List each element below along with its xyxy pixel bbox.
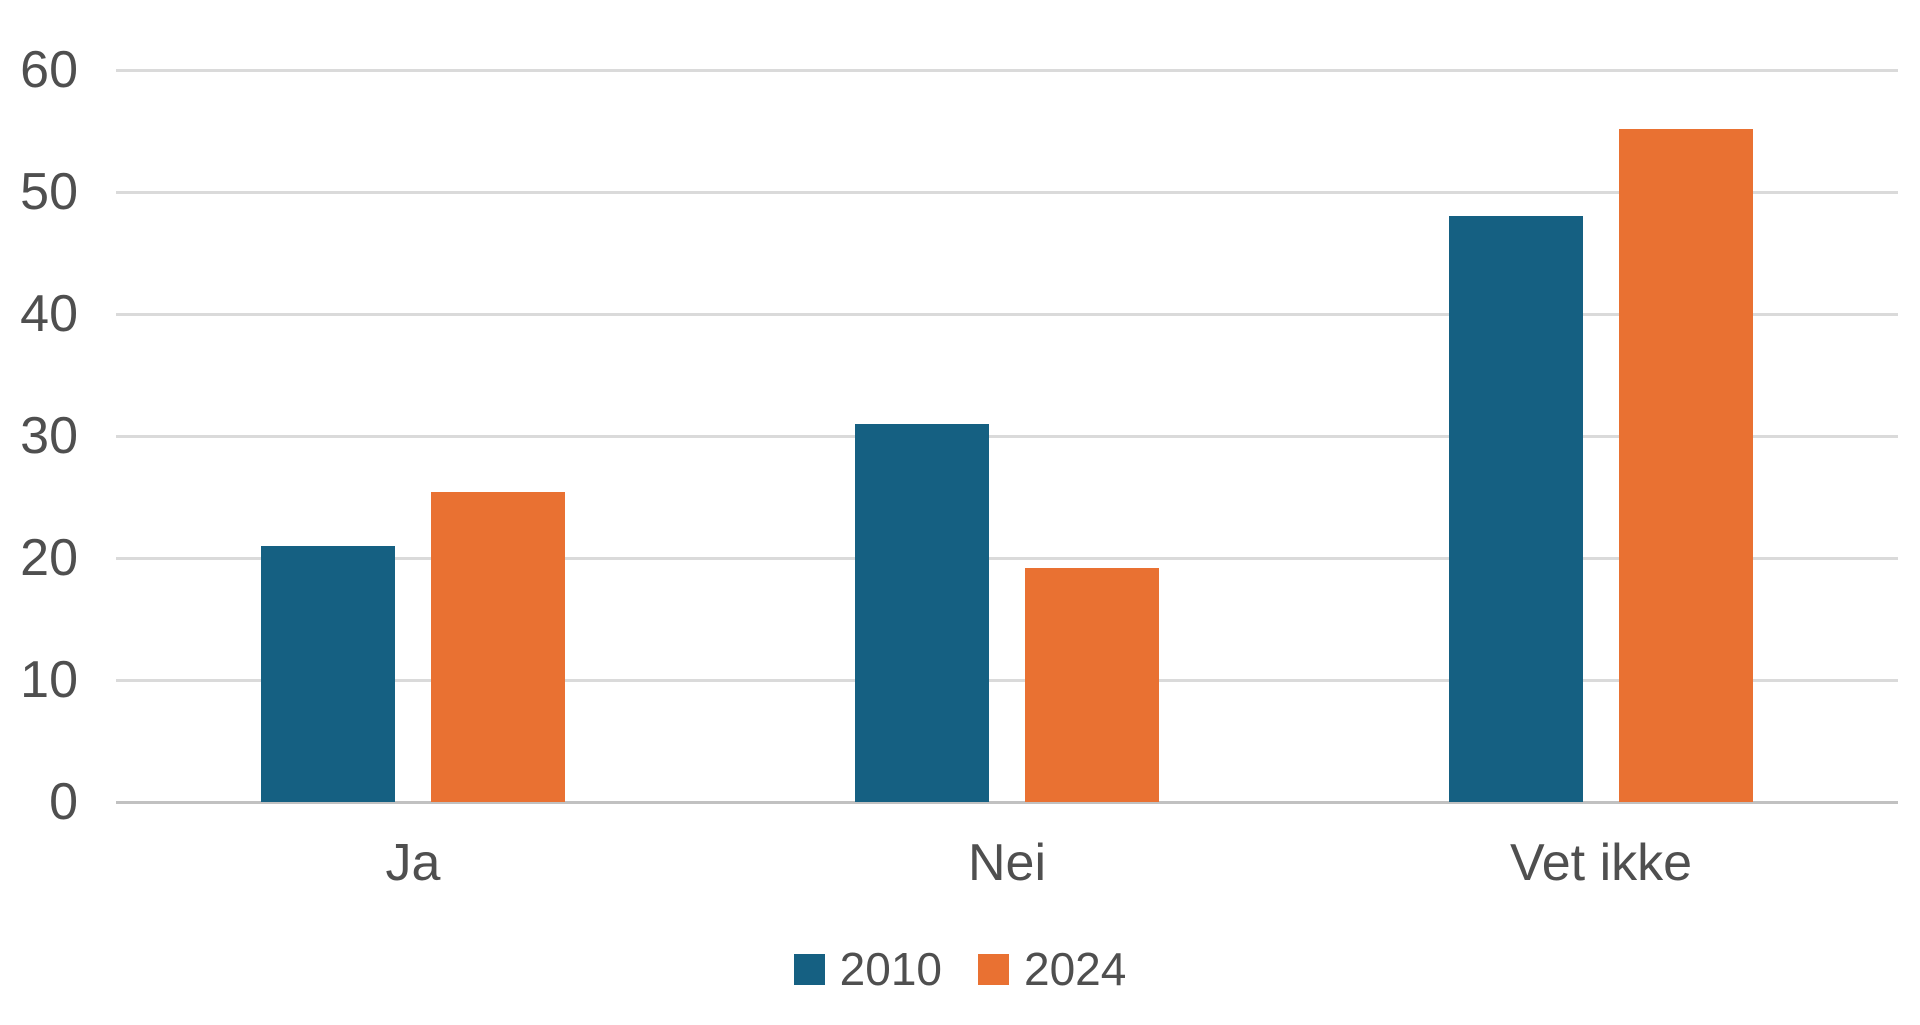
bar-2024-Nei bbox=[1025, 567, 1159, 802]
legend-label-2024: 2024 bbox=[1024, 943, 1127, 995]
x-axis-label-vet-ikke: Vet ikke bbox=[1509, 834, 1693, 892]
gridline-10 bbox=[116, 679, 1898, 682]
legend-swatch-2024-icon bbox=[978, 953, 1009, 985]
bar-2024-Vet ikke bbox=[1619, 128, 1753, 802]
bar-2010-Ja bbox=[261, 545, 395, 802]
legend-item-2024: 2024 bbox=[978, 946, 1126, 992]
legend-item-2010: 2010 bbox=[793, 943, 942, 995]
gridline-30 bbox=[116, 435, 1898, 438]
x-axis-label-ja: Ja bbox=[385, 834, 441, 892]
gridline-0 bbox=[116, 801, 1898, 804]
gridline-20 bbox=[116, 557, 1898, 560]
legend: 2010 2024 bbox=[0, 946, 1920, 992]
y-axis-label-30: 30 bbox=[20, 407, 78, 465]
y-axis-label-10: 10 bbox=[20, 651, 78, 709]
gridline-40 bbox=[116, 313, 1898, 316]
legend-label-2010: 2010 bbox=[839, 943, 942, 995]
bar-2024-Ja bbox=[431, 492, 565, 802]
y-axis-label-40: 40 bbox=[20, 285, 78, 343]
y-axis-label-50: 50 bbox=[20, 163, 78, 221]
y-axis-label-20: 20 bbox=[20, 529, 78, 587]
gridline-50 bbox=[116, 191, 1898, 194]
bar-2010-Vet ikke bbox=[1449, 216, 1583, 802]
x-axis-label-nei: Nei bbox=[967, 834, 1047, 892]
legend-swatch-2010-icon bbox=[793, 953, 825, 985]
bar-2010-Nei bbox=[855, 423, 989, 802]
gridline-60 bbox=[116, 69, 1898, 72]
y-axis-label-60: 60 bbox=[20, 41, 78, 99]
y-axis-label-0: 0 bbox=[49, 773, 78, 831]
